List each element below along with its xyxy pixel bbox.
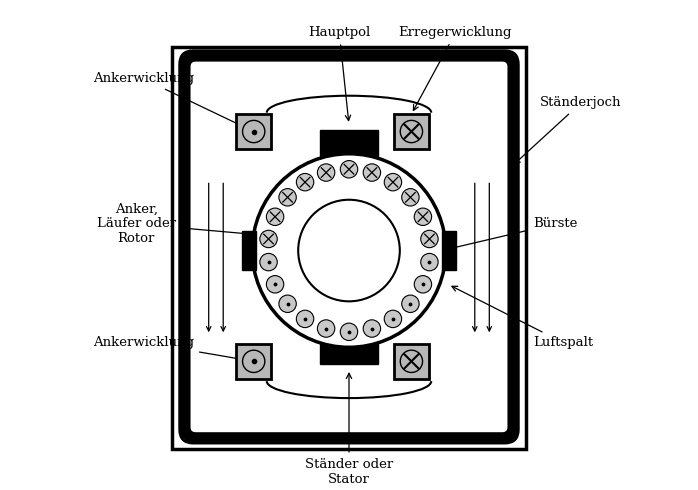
Text: Luftspalt: Luftspalt (452, 286, 593, 349)
Circle shape (341, 161, 357, 178)
Bar (320, 338, 378, 364)
Circle shape (279, 189, 296, 206)
Text: Ständerjoch: Ständerjoch (514, 97, 622, 164)
FancyBboxPatch shape (179, 51, 519, 443)
Text: Ankerwicklung: Ankerwicklung (93, 73, 250, 130)
Bar (394, 114, 429, 149)
Circle shape (421, 253, 438, 271)
Text: Ständer oder
Stator: Ständer oder Stator (305, 373, 393, 486)
Circle shape (318, 320, 335, 337)
Bar (242, 231, 256, 270)
Circle shape (297, 173, 314, 191)
Circle shape (421, 230, 438, 247)
Text: Anker,
Läufer oder
Rotor: Anker, Läufer oder Rotor (96, 202, 269, 245)
Circle shape (414, 275, 431, 293)
Circle shape (298, 200, 400, 301)
Circle shape (341, 323, 357, 341)
Circle shape (267, 275, 284, 293)
Bar (237, 114, 271, 149)
Circle shape (402, 189, 419, 206)
Circle shape (363, 320, 380, 337)
Text: Bürste: Bürste (446, 218, 577, 251)
Circle shape (384, 173, 401, 191)
Circle shape (297, 310, 314, 328)
Circle shape (267, 208, 284, 225)
Bar (442, 231, 456, 270)
Bar (320, 129, 378, 156)
Circle shape (252, 154, 446, 347)
Circle shape (318, 164, 335, 181)
Text: Ankerwicklung: Ankerwicklung (93, 336, 250, 362)
Circle shape (260, 253, 277, 271)
Bar (237, 344, 271, 379)
Circle shape (384, 310, 401, 328)
Text: Erregerwicklung: Erregerwicklung (399, 26, 512, 110)
Circle shape (402, 295, 419, 313)
Bar (394, 344, 429, 379)
Text: Hauptpol: Hauptpol (309, 26, 371, 121)
Circle shape (363, 164, 380, 181)
Circle shape (279, 295, 296, 313)
Circle shape (414, 208, 431, 225)
Circle shape (260, 230, 277, 247)
Bar (172, 48, 526, 449)
